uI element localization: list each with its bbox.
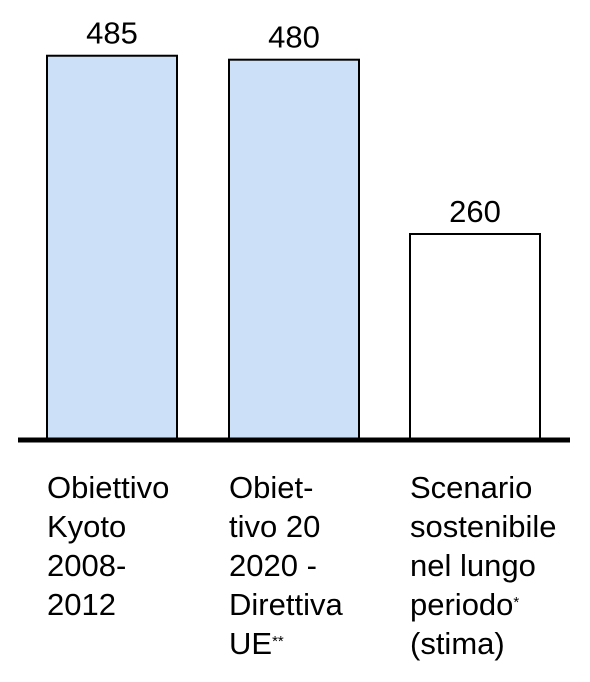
value-label-0: 485 xyxy=(86,16,138,51)
category-label-line: 2020 - xyxy=(229,548,317,583)
value-label-1: 480 xyxy=(268,20,320,55)
category-label-text: UE xyxy=(229,626,273,661)
bars-group xyxy=(46,54,541,441)
bar-2 xyxy=(409,233,541,441)
category-label-line: Obiet- xyxy=(229,470,314,505)
category-label-line: Direttiva xyxy=(229,587,343,622)
value-label-2: 260 xyxy=(449,194,501,229)
category-label-line: Kyoto xyxy=(47,509,127,544)
category-label-scenario-sostenibile: Scenario sostenibile nel lungo periodo* … xyxy=(410,468,556,663)
value-labels-group: 485 480 260 xyxy=(86,16,501,229)
category-label-line: nel lungo xyxy=(410,548,536,583)
category-label-line: (stima) xyxy=(410,626,505,661)
category-label-line: tivo 20 xyxy=(229,509,321,544)
category-label-direttiva-ue: Obiet- tivo 20 2020 - Direttiva UE** xyxy=(229,468,343,663)
category-label-line: 2012 xyxy=(47,587,116,622)
category-label-line: periodo* xyxy=(410,585,556,624)
category-label-text: periodo xyxy=(410,587,514,622)
category-label-line: Scenario xyxy=(410,470,533,505)
bar-1 xyxy=(228,58,360,441)
category-label-line: Obiettivo xyxy=(47,470,170,505)
category-label-line: 2008- xyxy=(47,548,127,583)
footnote-marker: ** xyxy=(272,633,284,650)
category-label-kyoto: Obiettivo Kyoto 2008- 2012 xyxy=(47,468,169,624)
category-label-line: UE** xyxy=(229,624,343,663)
category-label-line: sostenibile xyxy=(410,509,557,544)
bar-0 xyxy=(46,54,178,441)
footnote-marker: * xyxy=(513,594,520,611)
